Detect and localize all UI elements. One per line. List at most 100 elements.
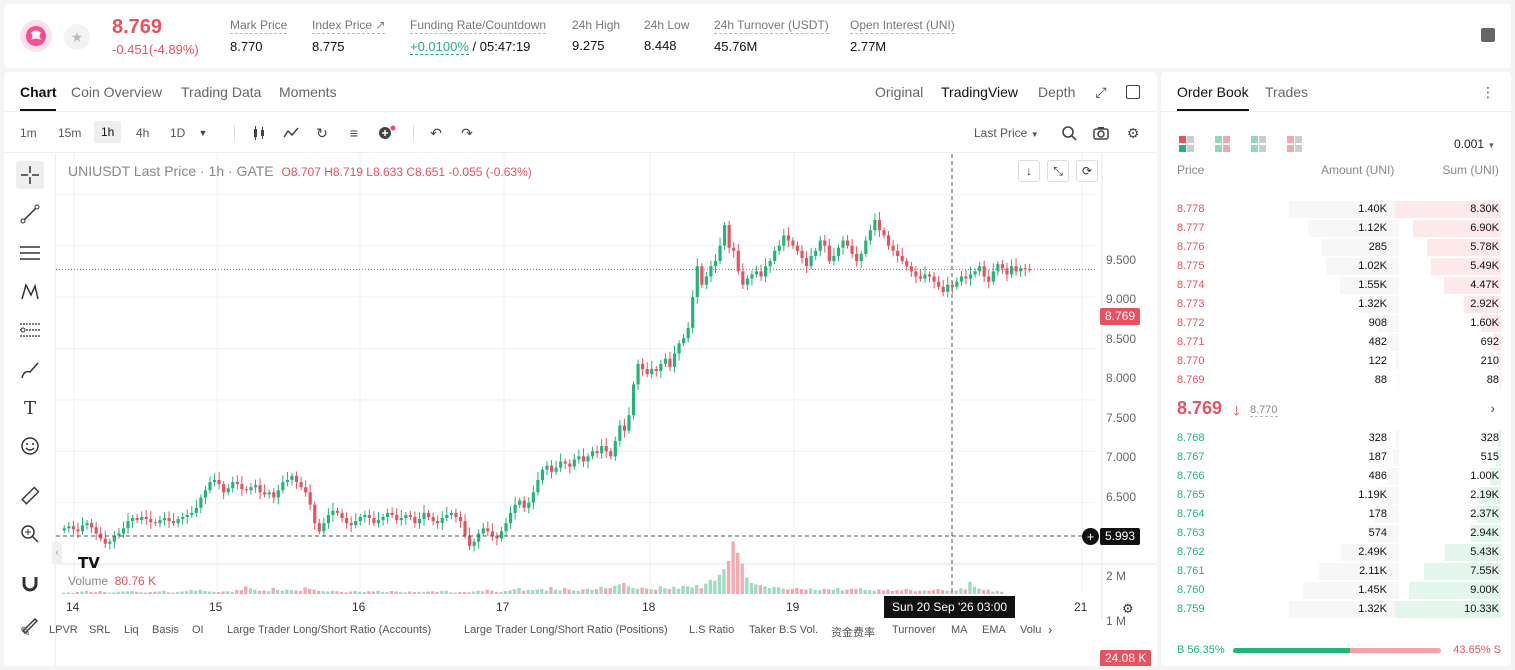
settings-gear-icon[interactable]: ⚙ [1126, 125, 1140, 141]
collapse-arrows-icon[interactable]: ⤡ [1047, 160, 1069, 182]
brush-tool-icon[interactable] [16, 356, 44, 384]
ask-row[interactable]: 8.769 88 88 [1161, 371, 1511, 390]
add-alert-icon[interactable]: + [1082, 528, 1099, 545]
bid-row[interactable]: 8.767 187 515 [1161, 448, 1511, 467]
undo-icon[interactable]: ↶ [430, 125, 442, 141]
layout-both-icon[interactable] [1179, 136, 1195, 152]
layout-split-icon[interactable] [1215, 136, 1231, 152]
window-icon[interactable] [1126, 85, 1140, 99]
index-price-label[interactable]: Index Price ↗ [312, 18, 386, 34]
layout-bids-icon[interactable] [1251, 136, 1267, 152]
mark-price-label[interactable]: Mark Price [230, 18, 288, 34]
open-interest-label[interactable]: Open Interest (UNI) [850, 18, 955, 34]
ask-row[interactable]: 8.773 1.32K 2.92K [1161, 295, 1511, 314]
mid-mark-price[interactable]: 8.770 [1250, 404, 1278, 417]
chevron-right-icon[interactable]: › [1048, 622, 1053, 637]
interval-dropdown-icon[interactable]: ▼ [198, 128, 208, 138]
tab-order-book[interactable]: Order Book [1177, 84, 1249, 100]
bid-row[interactable]: 8.764 178 2.37K [1161, 505, 1511, 524]
add-indicator-icon[interactable] [378, 125, 396, 141]
collapse-toolbar-icon[interactable]: ‹ [52, 542, 62, 564]
indicator-volume[interactable]: Volu [1020, 624, 1042, 636]
expand-icon[interactable]: ⤢ [1095, 84, 1107, 100]
view-tradingview[interactable]: TradingView [941, 84, 1019, 100]
view-depth[interactable]: Depth [1038, 84, 1076, 100]
interval-1d[interactable]: 1D [170, 126, 186, 140]
ruler-tool-icon[interactable] [16, 482, 44, 510]
indicator-large-trader-accounts[interactable]: Large Trader Long/Short Ratio (Accounts) [227, 624, 432, 636]
ask-row[interactable]: 8.775 1.02K 5.49K [1161, 257, 1511, 276]
indicator-ls-ratio[interactable]: L.S Ratio [689, 624, 735, 636]
favorite-star-icon[interactable]: ★ [64, 24, 90, 50]
arrow-down-icon[interactable]: ↓ [1018, 160, 1040, 182]
indicator-large-trader-positions[interactable]: Large Trader Long/Short Ratio (Positions… [464, 624, 668, 636]
tab-chart[interactable]: Chart [20, 84, 57, 100]
trend-line-tool-icon[interactable] [16, 200, 44, 228]
interval-15m[interactable]: 15m [58, 126, 82, 140]
indicator-basis[interactable]: Basis [152, 624, 179, 636]
tab-trading-data[interactable]: Trading Data [181, 84, 262, 100]
text-tool-icon[interactable]: T [23, 397, 36, 419]
bid-row[interactable]: 8.768 328 328 [1161, 429, 1511, 448]
tab-trades[interactable]: Trades [1265, 84, 1309, 100]
candle-type-icon[interactable] [252, 125, 268, 141]
bid-row[interactable]: 8.766 486 1.00K [1161, 467, 1511, 486]
pattern-tool-icon[interactable] [16, 278, 44, 306]
turnover-label[interactable]: 24h Turnover (USDT) [714, 18, 829, 34]
indicator-funding-rate[interactable]: 资金费率 [831, 627, 875, 639]
ask-row[interactable]: 8.771 482 692 [1161, 333, 1511, 352]
emoji-tool-icon[interactable] [16, 432, 44, 460]
pencil-lock-tool-icon[interactable] [16, 610, 44, 638]
fib-tool-icon[interactable] [16, 317, 44, 345]
refresh-icon[interactable]: ⟳ [1076, 160, 1098, 182]
magnet-tool-icon[interactable] [16, 570, 44, 598]
redo-icon[interactable]: ↷ [461, 125, 473, 141]
indicator-turnover[interactable]: Turnover [892, 624, 936, 636]
funding-rate[interactable]: +0.0100% [410, 39, 469, 55]
interval-1h[interactable]: 1h [94, 121, 122, 143]
price-type-select[interactable]: Last Price ▼ [974, 126, 1039, 140]
ask-row[interactable]: 8.774 1.55K 4.47K [1161, 276, 1511, 295]
bid-row[interactable]: 8.761 2.11K 7.55K [1161, 562, 1511, 581]
interval-4h[interactable]: 4h [136, 126, 150, 140]
ask-row[interactable]: 8.778 1.40K 8.30K [1161, 200, 1511, 219]
indicator-srl[interactable]: SRL [89, 624, 111, 636]
precision-select[interactable]: 0.001 ▼ [1454, 137, 1495, 151]
funding-label[interactable]: Funding Rate/Countdown [410, 18, 547, 34]
ask-row[interactable]: 8.777 1.12K 6.90K [1161, 219, 1511, 238]
layout-asks-icon[interactable] [1287, 136, 1303, 152]
tab-moments[interactable]: Moments [279, 84, 337, 100]
interval-1m[interactable]: 1m [20, 126, 37, 140]
crosshair-tool-icon[interactable] [16, 161, 44, 189]
chevron-right-icon[interactable]: › [1490, 400, 1495, 416]
bid-row[interactable]: 8.762 2.49K 5.43K [1161, 543, 1511, 562]
bid-row[interactable]: 8.759 1.32K 10.33K [1161, 600, 1511, 619]
indicator-taker-bs-vol[interactable]: Taker B.S Vol. [749, 624, 819, 636]
indicator-lpvr[interactable]: LPVR [49, 624, 78, 636]
view-original[interactable]: Original [875, 84, 924, 100]
chart-area[interactable]: UNIUSDT Last Price · 1h · GATE O8.707 H8… [52, 154, 1157, 666]
ask-row[interactable]: 8.772 908 1.60K [1161, 314, 1511, 333]
replay-icon[interactable]: ↻ [316, 125, 328, 141]
pencil-icon[interactable]: ✎ [20, 624, 31, 639]
horizontal-lines-tool-icon[interactable] [16, 239, 44, 267]
ask-row[interactable]: 8.770 122 210 [1161, 352, 1511, 371]
search-icon[interactable] [1061, 125, 1077, 141]
candlestick-chart[interactable] [56, 154, 1157, 620]
indicator-oi[interactable]: OI [192, 624, 204, 636]
bid-row[interactable]: 8.760 1.45K 9.00K [1161, 581, 1511, 600]
indicators-icon[interactable] [283, 125, 299, 141]
indicator-ma[interactable]: MA [951, 624, 968, 636]
book-icon[interactable] [1481, 28, 1495, 42]
indicator-ema[interactable]: EMA [982, 624, 1006, 636]
zoom-tool-icon[interactable] [16, 520, 44, 548]
indicator-liq[interactable]: Liq [124, 624, 139, 636]
chart-settings-icon[interactable]: ⚙ [1122, 601, 1134, 616]
ask-row[interactable]: 8.776 285 5.78K [1161, 238, 1511, 257]
templates-icon[interactable]: ≡ [349, 125, 359, 141]
bid-row[interactable]: 8.763 574 2.94K [1161, 524, 1511, 543]
bid-row[interactable]: 8.765 1.19K 2.19K [1161, 486, 1511, 505]
tab-coin-overview[interactable]: Coin Overview [71, 84, 163, 100]
camera-icon[interactable] [1093, 125, 1109, 141]
more-options-icon[interactable]: ⋮ [1481, 84, 1495, 100]
